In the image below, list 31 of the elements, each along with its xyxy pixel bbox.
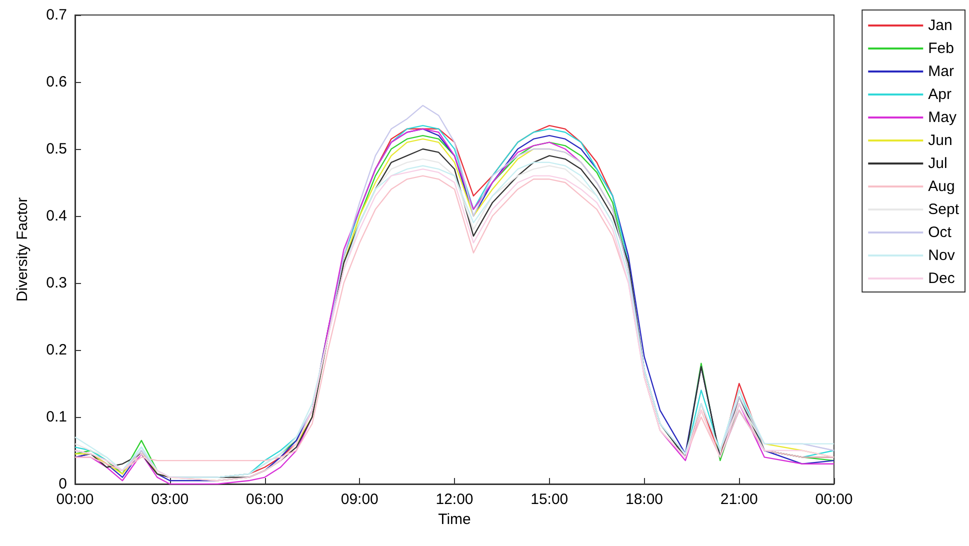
legend-label: Jun: [928, 132, 952, 149]
legend-label: Aug: [928, 178, 955, 195]
x-tick-label: 21:00: [720, 491, 758, 508]
y-tick-label: 0.5: [46, 140, 67, 158]
y-tick-label: 0.4: [46, 208, 67, 224]
y-tick-label: 0.2: [46, 342, 67, 358]
x-tick-label: 12:00: [436, 491, 474, 508]
y-tick-label: 0: [58, 476, 67, 492]
legend-label: Nov: [928, 247, 956, 264]
legend-label: May: [928, 109, 957, 126]
y-tick-label: 0.3: [46, 274, 67, 292]
x-tick-label: 15:00: [530, 491, 568, 508]
y-tick-label: 0.1: [46, 408, 67, 426]
x-tick-label: 09:00: [340, 491, 378, 508]
legend-label: Apr: [928, 86, 952, 103]
legend-label: Sept: [928, 201, 960, 218]
legend-label: Mar: [928, 63, 954, 80]
x-tick-label: 06:00: [246, 491, 284, 508]
legend-label: Dec: [928, 270, 956, 287]
legend-label: Jan: [928, 17, 952, 34]
legend-label: Oct: [928, 224, 952, 241]
y-tick-label: 0.6: [46, 74, 67, 90]
x-tick-label: 18:00: [625, 491, 664, 508]
x-tick-label: 03:00: [151, 491, 189, 508]
legend-label: Feb: [928, 40, 954, 57]
y-axis-title: Diversity Factor: [14, 197, 31, 302]
x-tick-label: 00:00: [815, 491, 853, 508]
x-tick-label: 00:00: [56, 491, 94, 508]
x-axis-title: Time: [438, 511, 471, 528]
y-tick-label: 0.7: [46, 6, 67, 24]
legend-label: Jul: [928, 155, 948, 172]
